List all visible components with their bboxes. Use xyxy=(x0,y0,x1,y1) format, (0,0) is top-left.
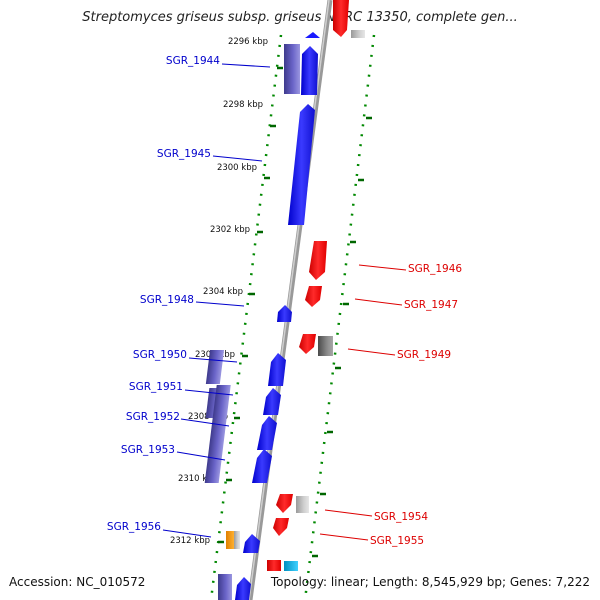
major-ticks xyxy=(218,66,372,558)
leader-line xyxy=(319,533,369,541)
gene-arrow-top-right[interactable] xyxy=(333,0,349,37)
gene-label-sgr-1956[interactable]: SGR_1956 xyxy=(107,521,161,533)
leader-line xyxy=(354,298,403,306)
forward-gene-labels: SGR_1944 SGR_1945 SGR_1948 SGR_1950 SGR_… xyxy=(107,55,271,538)
gene-arrow-sgr-1952[interactable] xyxy=(257,416,277,450)
gene-label-sgr-1944[interactable]: SGR_1944 xyxy=(166,55,220,67)
gene-label-sgr-1952[interactable]: SGR_1952 xyxy=(126,411,180,423)
leader-line xyxy=(324,509,373,517)
gene-arrow-sgr-1944-top[interactable] xyxy=(305,32,320,38)
leader-line xyxy=(176,451,226,461)
gene-block-sgr-1956-orange[interactable] xyxy=(226,531,234,549)
leader-line xyxy=(195,301,245,307)
gene-block-bottom-cyan[interactable] xyxy=(284,561,298,571)
gene-arrow-sgr-1954[interactable] xyxy=(276,494,293,513)
gene-block-sgr-1944[interactable] xyxy=(284,44,300,94)
leader-line xyxy=(358,264,407,271)
forward-genes xyxy=(204,32,320,600)
leader-line xyxy=(184,389,234,396)
gene-block-sgr-1949-grey[interactable] xyxy=(318,336,333,356)
gene-arrow-sgr-1955[interactable] xyxy=(273,518,289,536)
genome-title: Streptomyces griseus subsp. griseus NBRC… xyxy=(82,10,518,25)
gene-label-sgr-1955[interactable]: SGR_1955 xyxy=(370,535,424,547)
tick-label: 2298 kbp xyxy=(223,100,263,110)
gene-arrow-sgr-1949[interactable] xyxy=(299,334,316,354)
gene-arrow-sgr-1956[interactable] xyxy=(243,534,260,553)
gene-label-sgr-1948[interactable]: SGR_1948 xyxy=(140,294,194,306)
tick-label: 2312 kbp xyxy=(170,536,210,546)
gene-arrow-sgr-1948[interactable] xyxy=(277,305,292,322)
gene-arrow-bottom[interactable] xyxy=(235,577,251,600)
gene-block-top-right-grey[interactable] xyxy=(351,30,365,38)
gene-arrow-sgr-1946[interactable] xyxy=(309,241,327,280)
tick-label: 2300 kbp xyxy=(217,163,257,173)
gene-label-sgr-1949[interactable]: SGR_1949 xyxy=(397,349,451,361)
genome-axis-line xyxy=(247,0,333,600)
leader-line xyxy=(188,357,238,363)
gene-arrow-sgr-1947[interactable] xyxy=(305,286,322,307)
gene-block-sgr-1950[interactable] xyxy=(205,350,225,384)
tick-label: 2296 kbp xyxy=(228,37,268,47)
leader-line xyxy=(212,155,263,162)
tick-label: 2304 kbp xyxy=(203,287,243,297)
gene-label-sgr-1953[interactable]: SGR_1953 xyxy=(121,444,175,456)
leader-line xyxy=(180,418,230,427)
left-boundary-dotted-line xyxy=(209,34,283,600)
gene-arrow-sgr-1951[interactable] xyxy=(263,388,281,415)
genome-axis-highlight xyxy=(248,0,330,600)
leader-line xyxy=(221,63,271,68)
leader-line xyxy=(347,348,396,356)
gene-block-sgr-1952-1953[interactable] xyxy=(204,385,231,483)
gene-arrow-sgr-1950[interactable] xyxy=(268,353,286,386)
gene-arrow-sgr-1953[interactable] xyxy=(252,449,272,483)
gene-arrow-sgr-1944[interactable] xyxy=(301,46,318,95)
gene-label-sgr-1945[interactable]: SGR_1945 xyxy=(157,148,211,160)
gene-block-sgr-1954-grey[interactable] xyxy=(296,496,309,513)
reverse-gene-labels: SGR_1946 SGR_1947 SGR_1949 SGR_1954 SGR_… xyxy=(319,263,462,547)
tick-label: 2302 kbp xyxy=(210,225,250,235)
genome-summary-text: Topology: linear; Length: 8,545,929 bp; … xyxy=(270,575,590,589)
gene-label-sgr-1947[interactable]: SGR_1947 xyxy=(404,299,458,311)
gene-label-sgr-1950[interactable]: SGR_1950 xyxy=(133,349,187,361)
tick-label: 2310 kbp xyxy=(178,474,218,484)
reverse-genes xyxy=(267,0,365,571)
gene-arrow-bottom-red[interactable] xyxy=(267,560,281,571)
gene-arrow-sgr-1945[interactable] xyxy=(288,104,315,225)
gene-label-sgr-1951[interactable]: SGR_1951 xyxy=(129,381,183,393)
gene-block-sgr-1956-grey[interactable] xyxy=(234,531,240,549)
leader-line xyxy=(162,529,212,538)
gene-label-sgr-1946[interactable]: SGR_1946 xyxy=(408,263,462,275)
gene-label-sgr-1954[interactable]: SGR_1954 xyxy=(374,511,428,523)
accession-text: Accession: NC_010572 xyxy=(9,575,146,589)
gene-block-bottom[interactable] xyxy=(218,574,232,600)
